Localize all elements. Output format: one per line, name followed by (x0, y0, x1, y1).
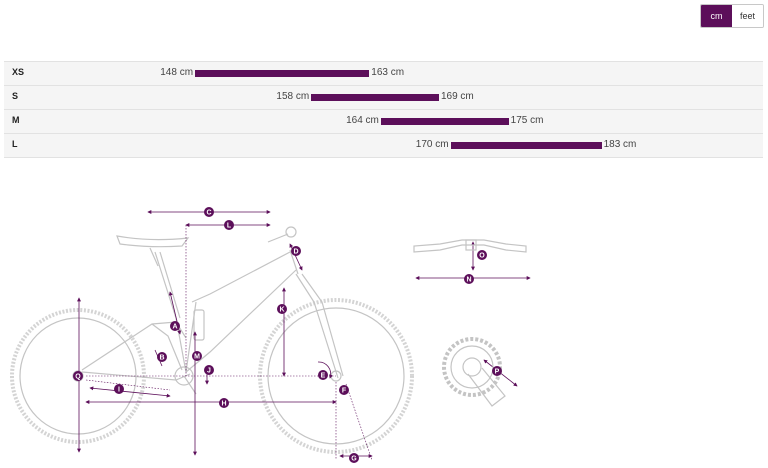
svg-text:A: A (172, 324, 177, 331)
marker-d: D (291, 246, 301, 256)
handlebar-detail (413, 239, 527, 253)
svg-text:C: C (206, 210, 211, 217)
size-range-table: XS 148 cm 163 cm S 158 cm 169 cm M 164 c… (4, 61, 763, 158)
marker-b: B (157, 352, 167, 362)
svg-text:B: B (159, 355, 164, 362)
size-row-xs: XS 148 cm 163 cm (4, 61, 763, 86)
bike-geometry-diagram: A B C D E F G H I J K L M N O P Q (0, 190, 768, 468)
size-range-bar (311, 94, 439, 101)
svg-text:P: P (495, 369, 500, 376)
marker-p: P (492, 366, 502, 376)
size-range-bar (195, 70, 370, 77)
svg-text:F: F (342, 388, 347, 395)
marker-l: L (224, 220, 234, 230)
size-max-height: 175 cm (510, 115, 544, 126)
svg-text:D: D (293, 249, 298, 256)
size-range-bar (450, 142, 602, 149)
svg-text:K: K (279, 307, 284, 314)
svg-text:H: H (221, 401, 226, 408)
size-row-m: M 164 cm 175 cm (4, 110, 763, 134)
geometry-lines (77, 210, 531, 458)
svg-text:I: I (118, 387, 120, 394)
size-row-l: L 170 cm 183 cm (4, 134, 763, 158)
size-label: L (12, 139, 18, 149)
svg-text:M: M (194, 354, 200, 361)
size-min-height: 158 cm (276, 91, 310, 102)
marker-c: C (204, 207, 214, 217)
svg-text:L: L (227, 223, 232, 230)
unit-feet-button[interactable]: feet (732, 5, 763, 27)
marker-a: A (170, 321, 180, 331)
marker-e: E (318, 370, 328, 380)
marker-q: Q (73, 371, 83, 381)
svg-text:J: J (207, 368, 211, 375)
marker-k: K (277, 304, 287, 314)
size-max-height: 169 cm (440, 91, 474, 102)
svg-text:Q: Q (75, 374, 81, 381)
marker-j: J (204, 365, 214, 375)
marker-g: G (349, 453, 359, 463)
size-min-height: 170 cm (415, 139, 449, 150)
size-row-s: S 158 cm 169 cm (4, 86, 763, 110)
bike-outline (10, 226, 414, 454)
unit-toggle: cm feet (700, 4, 764, 28)
size-max-height: 183 cm (603, 139, 637, 150)
svg-text:O: O (479, 253, 485, 260)
size-label: XS (12, 67, 25, 77)
marker-f: F (339, 385, 349, 395)
size-range-bar (380, 118, 509, 125)
size-min-height: 148 cm (160, 67, 194, 78)
geometry-guide-lines (85, 225, 373, 461)
svg-text:G: G (351, 456, 357, 463)
svg-text:E: E (321, 373, 326, 380)
size-min-height: 164 cm (346, 115, 379, 126)
unit-cm-button[interactable]: cm (701, 5, 732, 27)
size-label: M (12, 115, 20, 125)
marker-i: I (114, 384, 124, 394)
size-max-height: 163 cm (371, 67, 405, 78)
marker-n: N (464, 274, 474, 284)
marker-h: H (219, 398, 229, 408)
svg-text:N: N (466, 277, 471, 284)
size-label: S (12, 91, 19, 101)
marker-o: O (477, 250, 487, 260)
marker-m: M (192, 351, 202, 361)
